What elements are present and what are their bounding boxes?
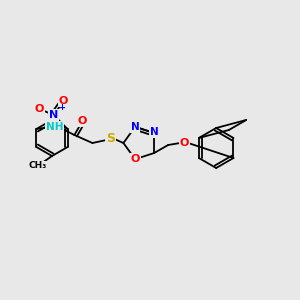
Text: O: O bbox=[179, 138, 189, 148]
Text: CH₃: CH₃ bbox=[29, 161, 47, 170]
Text: N: N bbox=[131, 122, 140, 132]
Text: O: O bbox=[130, 154, 140, 164]
Text: N: N bbox=[150, 127, 158, 137]
Text: S: S bbox=[106, 133, 115, 146]
Text: O: O bbox=[78, 116, 87, 126]
Text: O: O bbox=[35, 104, 44, 114]
Text: O: O bbox=[59, 96, 68, 106]
Text: +: + bbox=[58, 103, 66, 112]
Text: N: N bbox=[49, 110, 58, 120]
Text: NH: NH bbox=[46, 122, 63, 132]
